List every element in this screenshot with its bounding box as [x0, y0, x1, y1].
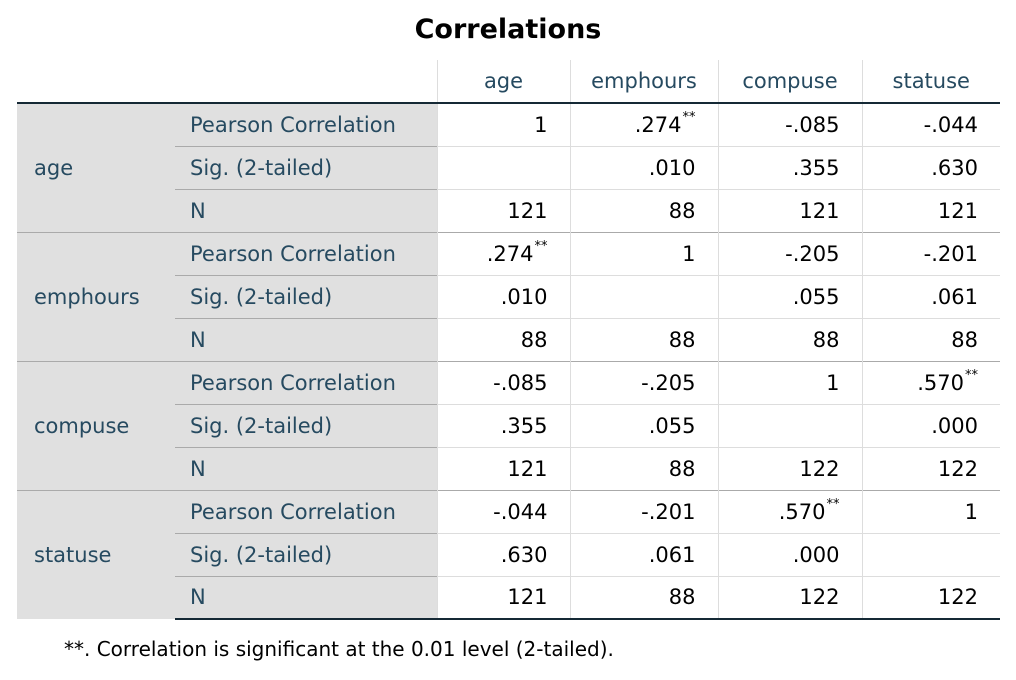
- cell-value: [861, 532, 1000, 576]
- table-row: emphours Pearson Correlation .274** 1 -.205-…: [17, 231, 1000, 361]
- table-row: N 121 88 121 121: [17, 188, 1000, 232]
- table-row: N 88 88 88 88: [17, 317, 1000, 361]
- statistic-label: Sig. (2-tailed): [175, 274, 437, 318]
- column-header: age: [436, 60, 570, 103]
- cell-value: .570**: [717, 489, 862, 533]
- table-row: N 121 88 122 122: [17, 446, 1000, 490]
- column-header: compuse: [717, 60, 862, 103]
- statistic-label: Pearson Correlation: [175, 102, 437, 146]
- cell-value: 88: [569, 317, 718, 361]
- cell-value: 121: [436, 575, 570, 620]
- cell-value: [717, 403, 862, 447]
- cell-value: -.201: [861, 231, 1000, 275]
- cell-value: .355: [717, 145, 862, 189]
- cell-value: -.205: [569, 360, 718, 404]
- table-row: Sig. (2-tailed) .010 .055.061: [17, 274, 1000, 318]
- cell-value: 122: [717, 575, 862, 620]
- table-row: Sig. (2-tailed) .630.061.000: [17, 532, 1000, 576]
- cell-value: 122: [861, 575, 1000, 620]
- table-row: Sig. (2-tailed) .010.355.630: [17, 145, 1000, 189]
- cell-value: -.085: [717, 102, 862, 146]
- cell-value: .010: [436, 274, 570, 318]
- cell-value: .010: [569, 145, 718, 189]
- table-row: age Pearson Correlation 1.274** -.085 -.044: [17, 102, 1000, 232]
- cell-value: -.044: [861, 102, 1000, 146]
- header-row: age emphours compuse statuse: [17, 60, 1000, 103]
- table-row: statuse Pearson Correlation -.044 -.201.570…: [17, 489, 1000, 619]
- row-variable-label: emphours: [17, 231, 175, 361]
- cell-value: 88: [717, 317, 862, 361]
- statistic-label: Pearson Correlation: [175, 360, 437, 404]
- cell-value: 1: [861, 489, 1000, 533]
- cell-value: .630: [861, 145, 1000, 189]
- statistic-label: N: [175, 575, 437, 620]
- cell-value: 88: [569, 575, 718, 620]
- cell-value: -.205: [717, 231, 862, 275]
- cell-value: 88: [436, 317, 570, 361]
- table-title: Correlations: [414, 14, 602, 45]
- cell-value: .570**: [861, 360, 1000, 404]
- cell-value: 1: [717, 360, 862, 404]
- statistic-label: Sig. (2-tailed): [175, 532, 437, 576]
- cell-value: .061: [861, 274, 1000, 318]
- significance-marker: **: [534, 238, 548, 254]
- cell-value: [569, 274, 718, 318]
- cell-value: 88: [569, 446, 718, 490]
- column-header: statuse: [861, 60, 1000, 103]
- statistic-label: N: [175, 188, 437, 232]
- statistic-label: Pearson Correlation: [175, 489, 437, 533]
- table-row: N 121 88 122 122: [17, 575, 1000, 620]
- significance-marker: **: [682, 109, 696, 125]
- cell-value: 1: [436, 102, 570, 146]
- cell-value: .274**: [436, 231, 570, 275]
- cell-value: 121: [861, 188, 1000, 232]
- significance-marker: **: [826, 496, 840, 512]
- cell-value: .000: [717, 532, 862, 576]
- cell-value: .055: [569, 403, 718, 447]
- cell-value: .630: [436, 532, 570, 576]
- cell-value: -.044: [436, 489, 570, 533]
- cell-value: .055: [717, 274, 862, 318]
- significance-marker: **: [965, 367, 978, 383]
- cell-value: .274**: [569, 102, 718, 146]
- cell-value: 88: [569, 188, 718, 232]
- cell-value: 121: [717, 188, 862, 232]
- row-variable-label: age: [17, 102, 175, 232]
- table-row: Sig. (2-tailed) .355.055 .000: [17, 403, 1000, 447]
- row-variable-label: compuse: [17, 360, 175, 490]
- statistic-label: Pearson Correlation: [175, 231, 437, 275]
- cell-value: -.085: [436, 360, 570, 404]
- cell-value: 1: [569, 231, 718, 275]
- cell-value: -.201: [569, 489, 718, 533]
- cell-value: .355: [436, 403, 570, 447]
- cell-value: .061: [569, 532, 718, 576]
- cell-value: 88: [861, 317, 1000, 361]
- table-row: compuse Pearson Correlation -.085 -.205 1.57…: [17, 360, 1000, 490]
- cell-value: .000: [861, 403, 1000, 447]
- statistic-label: Sig. (2-tailed): [175, 145, 437, 189]
- cell-value: 122: [717, 446, 862, 490]
- correlations-table: age emphours compuse statuse age Pearson …: [17, 60, 1000, 620]
- statistic-label: Sig. (2-tailed): [175, 403, 437, 447]
- cell-value: 122: [861, 446, 1000, 490]
- footnote: **. Correlation is significant at the 0.…: [64, 637, 614, 661]
- cell-value: [436, 145, 570, 189]
- cell-value: 121: [436, 188, 570, 232]
- column-header: emphours: [569, 60, 718, 103]
- cell-value: 121: [436, 446, 570, 490]
- statistic-label: N: [175, 446, 437, 490]
- statistic-label: N: [175, 317, 437, 361]
- row-variable-label: statuse: [17, 489, 175, 619]
